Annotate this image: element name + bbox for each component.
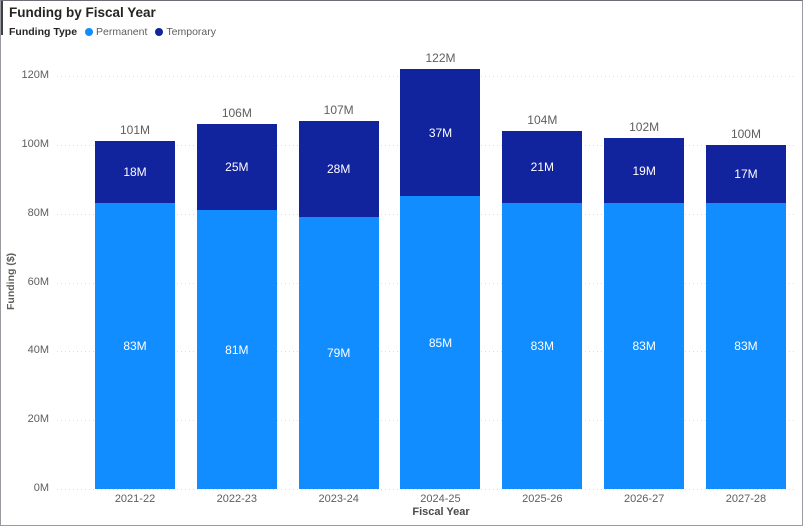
legend-item-temporary[interactable]: Temporary (155, 26, 216, 38)
x-axis-tick-2023-24: 2023-24 (318, 493, 359, 505)
y-axis-tick-120M: 120M (21, 69, 49, 81)
bar-value-label: 81M (225, 342, 249, 357)
bar-total-label-2021-22: 101M (119, 123, 151, 138)
bar-value-label: 83M (632, 339, 656, 354)
bar-permanent-2022-23[interactable]: 81M (196, 210, 277, 489)
bar-total-label-2022-23: 106M (221, 106, 252, 121)
gridline-0M (57, 489, 796, 490)
bar-temporary-2021-22[interactable]: 18M (95, 141, 175, 204)
bar-total-label-2026-27: 102M (629, 119, 660, 134)
bar-temporary-2024-25[interactable]: 37M (400, 69, 481, 197)
legend-dot-icon (155, 28, 164, 36)
bar-temporary-2027-28[interactable]: 17M (705, 144, 786, 204)
visual-border-accent (1, 1, 3, 35)
x-axis-tick-2024-25: 2024-25 (420, 493, 461, 505)
bar-permanent-2026-27[interactable]: 83M (604, 203, 685, 489)
bar-value-label: 83M (530, 339, 554, 354)
legend-item-label: Temporary (166, 26, 217, 38)
bar-temporary-2022-23[interactable]: 25M (196, 124, 277, 211)
y-axis-tick-60M: 60M (27, 275, 49, 288)
bar-value-label: 18M (123, 165, 147, 180)
bar-value-label: 17M (734, 167, 758, 182)
bar-value-label: 83M (123, 339, 147, 354)
bar-value-label: 85M (428, 335, 453, 350)
legend-dot-icon (85, 28, 94, 36)
y-axis-tick-100M: 100M (21, 137, 49, 150)
legend-item-label: Permanent (96, 26, 148, 38)
bar-value-label: 21M (530, 160, 554, 175)
bar-value-label: 25M (225, 160, 249, 175)
y-axis-tick-40M: 40M (27, 344, 49, 357)
bar-total-label-2023-24: 107M (323, 102, 354, 117)
bar-permanent-2024-25[interactable]: 85M (400, 196, 481, 489)
bar-value-label: 37M (428, 125, 453, 140)
y-axis-tick-20M: 20M (27, 413, 49, 426)
chart-title: Funding by Fiscal Year (9, 5, 156, 20)
x-axis-tick-2026-27: 2026-27 (623, 493, 665, 505)
bar-permanent-2023-24[interactable]: 79M (298, 217, 379, 489)
legend: Funding Type Permanent Temporary (9, 25, 224, 39)
x-axis-tick-2027-28: 2027-28 (725, 493, 767, 505)
bar-total-label-2027-28: 100M (730, 126, 761, 141)
bar-permanent-2021-22[interactable]: 83M (95, 203, 175, 489)
x-axis-tick-2025-26: 2025-26 (522, 493, 563, 505)
bar-temporary-2025-26[interactable]: 21M (502, 131, 583, 204)
y-axis-tick-0M: 0M (33, 482, 49, 494)
bar-temporary-2023-24[interactable]: 28M (298, 120, 379, 218)
bar-value-label: 19M (632, 163, 656, 178)
bar-total-label-2024-25: 122M (425, 51, 456, 66)
bar-total-label-2025-26: 104M (527, 113, 558, 128)
bar-value-label: 28M (326, 161, 351, 176)
bar-value-label: 79M (326, 346, 351, 361)
x-axis-tick-2021-22: 2021-22 (114, 493, 156, 505)
legend-item-permanent[interactable]: Permanent (85, 26, 147, 38)
y-axis-tick-80M: 80M (27, 206, 49, 219)
bar-permanent-2025-26[interactable]: 83M (502, 203, 583, 489)
x-axis-title: Fiscal Year (412, 506, 470, 518)
bar-permanent-2027-28[interactable]: 83M (705, 203, 786, 489)
legend-title: Funding Type (9, 26, 78, 38)
legend-items: Permanent Temporary (85, 26, 224, 38)
x-axis-tick-2022-23: 2022-23 (216, 493, 258, 505)
bar-value-label: 83M (734, 339, 758, 354)
bar-temporary-2026-27[interactable]: 19M (604, 137, 685, 204)
